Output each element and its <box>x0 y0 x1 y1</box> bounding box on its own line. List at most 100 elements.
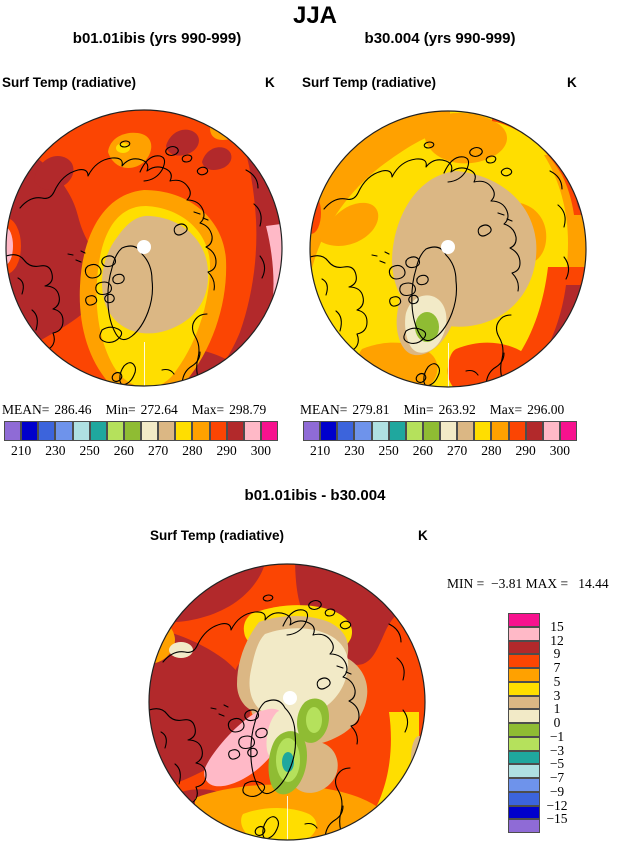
colorbar-tick-label: −3 <box>549 742 565 758</box>
colorbar-segment-lightgreen <box>508 736 540 751</box>
colorbar-segment-palecyan <box>508 764 540 778</box>
page-title: JJA <box>292 2 338 29</box>
colorbar-segment-cornflower <box>354 421 372 441</box>
colorbar-segment-darkblue <box>508 805 540 820</box>
max-value: 296.00 <box>527 402 565 417</box>
colorbar-segment-magenta <box>508 613 540 627</box>
colorbar-tick-label: 15 <box>550 618 564 634</box>
colorbar-segment-teal <box>89 421 107 441</box>
colorbar-tick-label: 280 <box>182 443 203 458</box>
map-b01-01ibis <box>5 109 283 387</box>
max-label: Max= <box>489 402 523 417</box>
colorbar-segment-olive <box>422 421 440 441</box>
colorbar-tick-label: 210 <box>310 443 331 458</box>
colorbar-tick-label: 260 <box>412 443 433 458</box>
map2-pole-dot <box>441 240 455 254</box>
colorbar-segment-tan <box>457 421 475 441</box>
colorbar-segment-darkred <box>508 640 540 655</box>
colorbar-segment-cream <box>141 421 159 441</box>
map-b30-004 <box>309 110 587 388</box>
colorbar-segment-magenta <box>260 421 278 441</box>
colorbar-ticks-temp-left: 210 230 250 260 270 280 290 300 <box>4 443 278 459</box>
map1-pole-dot <box>137 240 151 254</box>
mean-value: 286.46 <box>54 402 92 417</box>
panel-left-title: b01.01ibis (yrs 990-999) <box>72 30 242 47</box>
colorbar-segment-olive <box>123 421 141 441</box>
colorbar-temp-right <box>303 421 577 441</box>
colorbar-tick-label: 300 <box>250 443 271 458</box>
panel-right-units: K <box>567 75 577 90</box>
colorbar-tick-label: 280 <box>481 443 502 458</box>
min-value: 272.64 <box>140 402 178 417</box>
panel-diff-title: b01.01ibis - b30.004 <box>244 487 386 504</box>
colorbar-segment-orange <box>508 668 540 682</box>
colorbar-segment-lightgreen <box>106 421 124 441</box>
panel-right-title: b30.004 (yrs 990-999) <box>364 30 516 47</box>
colorbar-tick-label: 9 <box>553 646 561 662</box>
colorbar-tick-label: 1 <box>553 701 561 717</box>
max-value: 298.79 <box>229 402 267 417</box>
colorbar-segment-darkblue <box>21 421 39 441</box>
colorbar-tick-label: 290 <box>515 443 536 458</box>
colorbar-tick-label: −5 <box>549 756 565 772</box>
colorbar-segment-yellow <box>175 421 193 441</box>
colorbar-segment-palecyan <box>371 421 389 441</box>
colorbar-tick-label: 3 <box>553 687 561 703</box>
colorbar-tick-label: 230 <box>344 443 365 458</box>
colorbar-tick-label: −7 <box>549 770 565 785</box>
colorbar-segment-blue <box>38 421 56 441</box>
colorbar-tick-label: 250 <box>79 443 100 458</box>
colorbar-segment-olive <box>508 723 540 737</box>
colorbar-tick-label: 7 <box>553 660 561 675</box>
colorbar-temp-left <box>4 421 278 441</box>
colorbar-diff <box>508 613 540 833</box>
colorbar-segment-yellow <box>508 681 540 696</box>
min-label: Min= <box>403 402 434 417</box>
colorbar-segment-blue <box>508 791 540 806</box>
colorbar-segment-purple <box>4 421 22 441</box>
mean-value: 279.81 <box>352 402 390 417</box>
map3-outline <box>148 563 426 841</box>
colorbar-segment-teal <box>388 421 406 441</box>
colorbar-ticks-temp-right: 210 230 250 260 270 280 290 300 <box>303 443 577 459</box>
colorbar-tick-label: 270 <box>447 443 468 458</box>
colorbar-segment-purple <box>508 819 540 833</box>
panel-left-field-label: Surf Temp (radiative) <box>2 75 137 90</box>
colorbar-tick-label: −1 <box>549 728 565 744</box>
colorbar-segment-lightgreen <box>405 421 423 441</box>
colorbar-segment-pink <box>542 421 560 441</box>
map1-outline <box>5 109 283 387</box>
colorbar-tick-label: 260 <box>113 443 134 458</box>
colorbar-segment-darkred <box>525 421 543 441</box>
colorbar-segment-purple <box>303 421 321 441</box>
panel-diff-minmax: MIN = −3.81 MAX = 14.44 <box>447 576 609 591</box>
colorbar-segment-orange <box>491 421 509 441</box>
mean-label: MEAN= <box>2 402 50 417</box>
colorbar-segment-cream <box>440 421 458 441</box>
panel-left-units: K <box>265 75 275 90</box>
colorbar-segment-cream <box>508 709 540 723</box>
colorbar-segment-orangered <box>508 421 526 441</box>
colorbar-tick-label: 290 <box>216 443 237 458</box>
max-label: Max= <box>191 402 225 417</box>
colorbar-ticks-diff: 15 12 9 7 5 3 1 0 −1 −3 −5 −7 −9 −12 −15 <box>539 613 575 833</box>
panel-diff-units: K <box>418 528 428 543</box>
colorbar-segment-orangered <box>209 421 227 441</box>
colorbar-segment-tan <box>158 421 176 441</box>
panel-right-field-label: Surf Temp (radiative) <box>302 75 437 90</box>
colorbar-segment-teal <box>508 750 540 765</box>
panel-left-stats: MEAN= 286.46 Min= 272.64 Max= 298.79 <box>2 402 280 418</box>
min-value: 263.92 <box>438 402 476 417</box>
colorbar-tick-label: 0 <box>553 715 561 730</box>
colorbar-segment-orange <box>192 421 210 441</box>
colorbar-tick-label: 230 <box>45 443 66 458</box>
colorbar-tick-label: 12 <box>550 632 564 648</box>
colorbar-segment-cornflower <box>508 778 540 792</box>
colorbar-segment-pink <box>243 421 261 441</box>
colorbar-segment-orangered <box>508 654 540 668</box>
colorbar-segment-darkred <box>226 421 244 441</box>
panel-diff-field-label: Surf Temp (radiative) <box>150 528 285 543</box>
colorbar-tick-label: 5 <box>553 673 561 689</box>
colorbar-segment-yellow <box>474 421 492 441</box>
colorbar-tick-label: −15 <box>546 811 568 827</box>
